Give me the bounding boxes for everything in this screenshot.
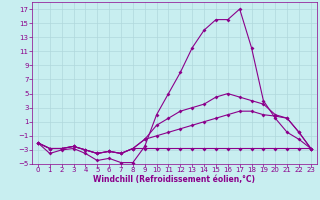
X-axis label: Windchill (Refroidissement éolien,°C): Windchill (Refroidissement éolien,°C) <box>93 175 255 184</box>
